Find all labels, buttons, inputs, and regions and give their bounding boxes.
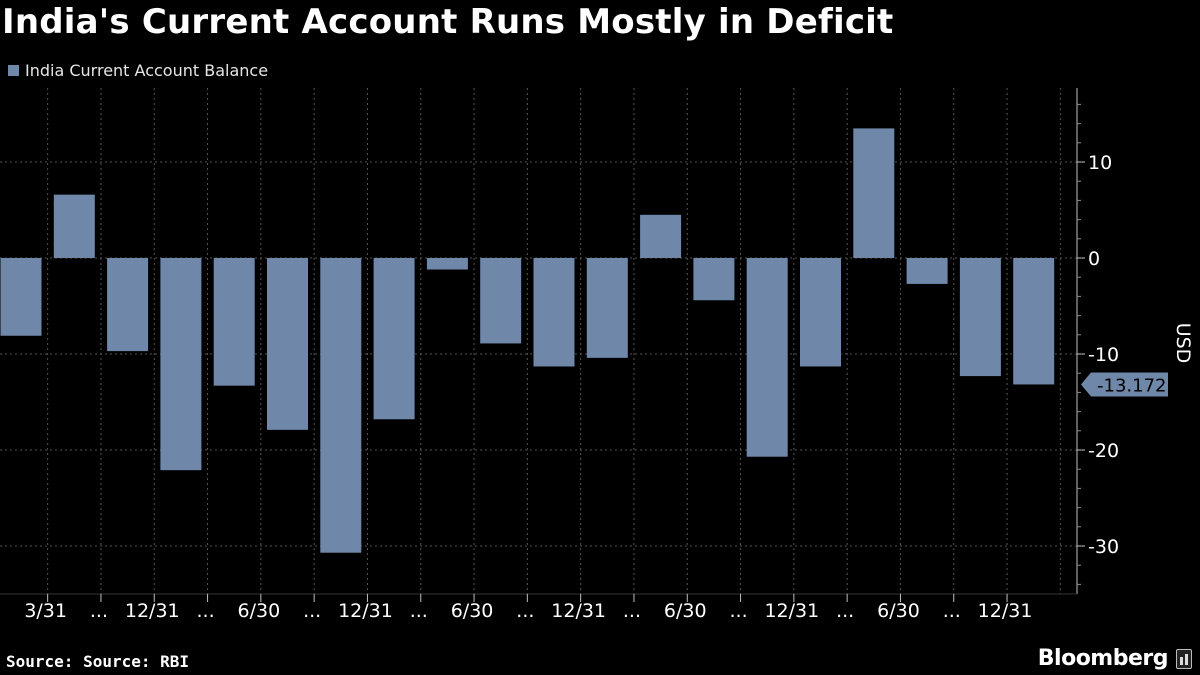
bar <box>853 128 895 258</box>
bar <box>640 214 682 258</box>
bar <box>480 258 522 344</box>
bar <box>746 258 788 457</box>
bloomberg-chart-icon <box>1176 648 1192 669</box>
x-tick-label: 6/30 <box>664 600 707 622</box>
y-tick-label: 10 <box>1088 152 1112 174</box>
bar <box>426 258 468 270</box>
y-tick-label: 0 <box>1088 248 1100 270</box>
bar <box>533 258 575 367</box>
legend-swatch <box>8 65 19 76</box>
bar <box>107 258 149 352</box>
y-tick-label: -30 <box>1088 536 1119 558</box>
x-tick-label: ... <box>943 600 961 622</box>
x-tick-label: 6/30 <box>451 600 494 622</box>
x-tick-label: 6/30 <box>877 600 920 622</box>
bar <box>213 258 255 386</box>
last-value-callout <box>1081 372 1168 397</box>
x-tick-label: ... <box>196 600 214 622</box>
source-note: Source: Source: RBI <box>6 652 190 671</box>
bar <box>0 258 42 336</box>
x-tick-label: ... <box>516 600 534 622</box>
x-tick-label: 12/31 <box>764 600 819 622</box>
x-tick-label: ... <box>836 600 854 622</box>
bar <box>1013 258 1055 385</box>
x-tick-label: ... <box>729 600 747 622</box>
y-axis-label: USD <box>1172 323 1194 364</box>
bar <box>320 258 362 553</box>
x-tick-label: 12/31 <box>551 600 606 622</box>
bar <box>53 194 95 258</box>
bar <box>693 258 735 301</box>
y-tick-label: -20 <box>1088 440 1119 462</box>
bar <box>959 258 1001 377</box>
x-tick-label: ... <box>410 600 428 622</box>
bar <box>373 258 415 420</box>
chart-title: India's Current Account Runs Mostly in D… <box>2 2 894 42</box>
x-tick-label: 6/30 <box>238 600 281 622</box>
brand-name: Bloomberg <box>1037 646 1169 671</box>
x-tick-label: 12/31 <box>125 600 180 622</box>
bar <box>800 258 841 367</box>
brand-logo: Bloomberg <box>1038 646 1192 671</box>
x-tick-label: 12/31 <box>338 600 393 622</box>
bar <box>267 258 308 430</box>
bar <box>906 258 948 284</box>
legend: India Current Account Balance <box>8 61 268 80</box>
x-tick-label: 12/31 <box>978 600 1033 622</box>
x-tick-label: ... <box>623 600 641 622</box>
y-tick-label: -10 <box>1088 344 1119 366</box>
x-tick-label: 3/31 <box>24 600 67 622</box>
bar <box>586 258 628 358</box>
legend-label: India Current Account Balance <box>25 61 269 80</box>
bar <box>160 258 202 471</box>
x-tick-label: ... <box>303 600 321 622</box>
last-value-label: -13.172 <box>1097 375 1166 396</box>
x-tick-label: ... <box>90 600 108 622</box>
